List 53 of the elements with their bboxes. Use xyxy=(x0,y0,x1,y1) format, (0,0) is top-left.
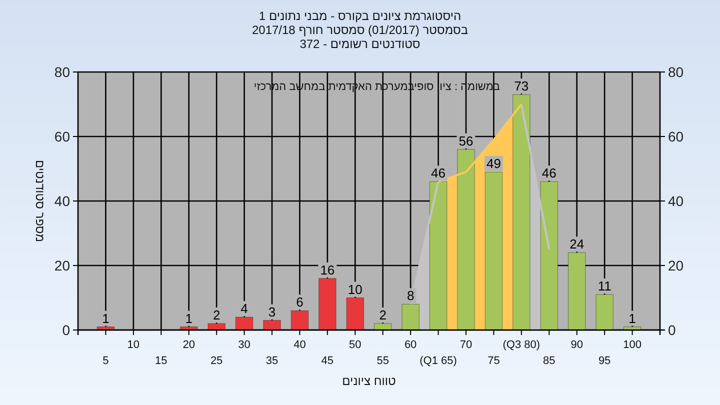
data-label: 3 xyxy=(268,304,276,320)
data-label: 16 xyxy=(320,262,335,278)
x-tick-label: 30 xyxy=(238,339,250,351)
x-tick-label: 5 xyxy=(102,355,109,367)
x-tick-label: 55 xyxy=(376,355,389,367)
text: סטודנטים רשומים - 372 xyxy=(300,37,420,51)
data-label: 49 xyxy=(486,156,501,171)
x-tick-label: 35 xyxy=(266,355,278,367)
x-tick-label: 60 xyxy=(404,339,417,351)
x-tick-label: 70 xyxy=(460,339,472,351)
y2-tick-label: 20 xyxy=(668,258,684,274)
x-tick-label: 50 xyxy=(349,339,362,351)
x-tick-label: 90 xyxy=(570,339,583,351)
x-axis-title: טווח ציונים xyxy=(342,374,396,388)
y-tick-label: 0 xyxy=(62,322,70,338)
data-label: 11 xyxy=(598,278,612,294)
y2-tick-label: 80 xyxy=(668,64,684,80)
y-tick-label: 60 xyxy=(54,128,70,144)
x-tick-label: 75 xyxy=(488,355,500,367)
x-tick-label: 100 xyxy=(623,339,642,351)
y-tick-label: 20 xyxy=(54,258,70,274)
y-tick-label: 40 xyxy=(54,193,70,209)
x-tick-label: 10 xyxy=(127,339,140,351)
data-label: 2 xyxy=(379,308,386,323)
x-tick-label: 40 xyxy=(294,339,306,351)
data-label: 46 xyxy=(431,166,446,181)
x-tick-label: (Q1 65) xyxy=(420,355,457,367)
y2-tick-label: 60 xyxy=(668,128,684,144)
y-tick-label: 80 xyxy=(54,64,70,80)
data-label: 8 xyxy=(406,288,414,304)
data-label: 24 xyxy=(570,236,584,252)
data-label: 1 xyxy=(185,310,192,326)
y2-tick-label: 0 xyxy=(668,322,676,338)
x-tick-label: 45 xyxy=(321,355,334,367)
chart-title: היסטוגרמת ציונים בקורס - מבני נתונים 1 xyxy=(258,9,462,23)
data-label: 6 xyxy=(296,294,304,310)
data-label: 56 xyxy=(458,133,474,148)
y-axis-title: מספר סטודנטים xyxy=(33,160,47,242)
data-label: 10 xyxy=(348,282,362,297)
chart-subtitle: בסמסטר (01/2017) סמסטר חורף 2017/18 xyxy=(252,23,468,37)
data-label: 1 xyxy=(102,310,110,326)
data-label: 1 xyxy=(628,310,636,326)
x-tick-label: 25 xyxy=(210,355,223,367)
x-tick-label: 85 xyxy=(543,355,556,367)
data-label: 46 xyxy=(542,166,556,181)
data-label: 73 xyxy=(514,78,529,94)
x-tick-label: 20 xyxy=(182,339,195,351)
x-tick-label: 15 xyxy=(155,355,168,367)
y2-tick-label: 40 xyxy=(668,193,684,209)
data-label: 2 xyxy=(212,308,220,323)
x-tick-label: 95 xyxy=(598,355,611,367)
data-label: 4 xyxy=(240,301,248,316)
x-tick-label: (Q3 80) xyxy=(502,339,540,351)
